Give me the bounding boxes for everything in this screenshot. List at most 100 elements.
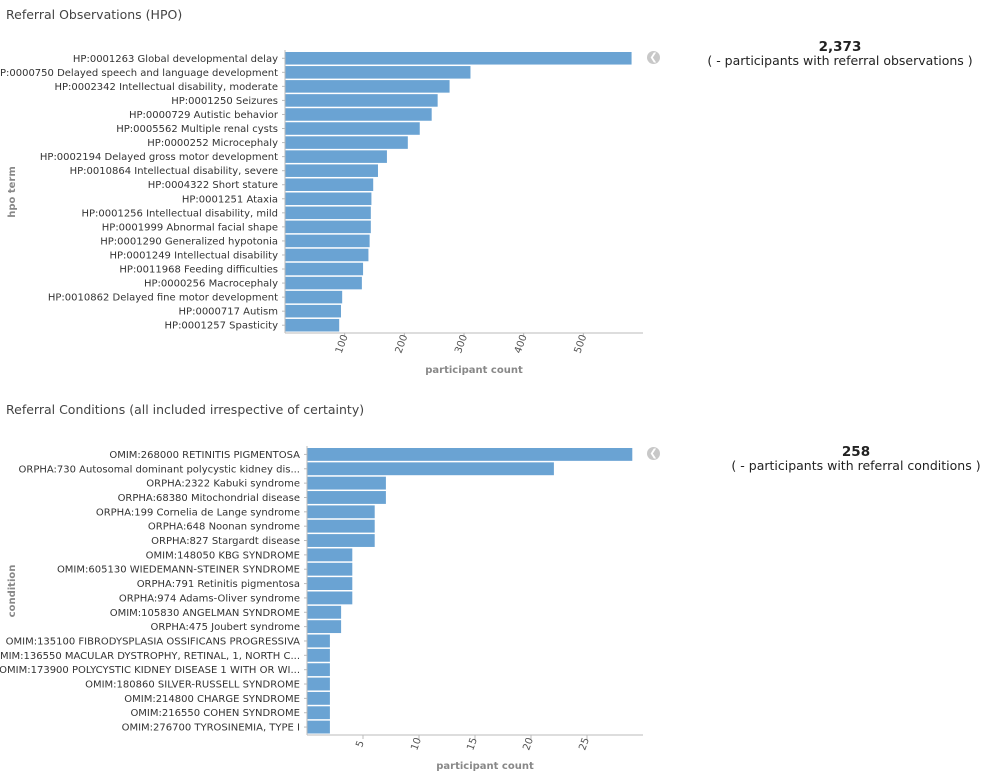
category-label: HP:0001249 Intellectual disability	[109, 250, 278, 261]
chevron-left-icon[interactable]: ❮	[647, 447, 660, 460]
bar	[285, 136, 408, 149]
bar	[307, 519, 375, 533]
x-axis-title: participant count	[425, 365, 523, 376]
bar	[307, 534, 375, 547]
category-label: HP:0002194 Delayed gross motor developme…	[40, 152, 278, 163]
bar	[285, 150, 387, 163]
category-label: OMIM:268000 RETINITIS PIGMENTOSA	[109, 450, 300, 461]
chevron-left-icon[interactable]: ❮	[647, 51, 660, 64]
x-tick-label: 5	[354, 739, 367, 749]
bar	[285, 122, 420, 135]
bar	[307, 577, 353, 590]
bar	[307, 634, 330, 648]
bar	[285, 304, 341, 318]
bar	[285, 94, 438, 107]
category-label: HP:0000256 Macrocephaly	[144, 279, 278, 290]
category-label: HP:0001263 Global developmental delay	[73, 54, 278, 65]
metric-value: 2,373	[818, 39, 862, 55]
category-label: HP:0010862 Delayed fine motor developmen…	[48, 293, 278, 304]
category-label: ORPHA:68380 Mitochondrial disease	[118, 493, 300, 504]
bar	[307, 476, 386, 490]
category-label: HP:0001999 Abnormal facial shape	[102, 222, 278, 233]
category-label: OMIM:105830 ANGELMAN SYNDROME	[110, 608, 300, 619]
metric-label: ( - participants with referral condition…	[731, 458, 981, 473]
metric-label: ( - participants with referral observati…	[707, 53, 973, 68]
x-tick-label: 20	[521, 736, 536, 752]
category-label: OMIM:148050 KBG SYNDROME	[146, 550, 300, 561]
category-label: ORPHA:648 Noonan syndrome	[148, 522, 300, 533]
bar	[307, 548, 353, 562]
metric-conditions: 258 ( - participants with referral condi…	[706, 444, 986, 473]
category-label: HP:0011968 Feeding difficulties	[119, 265, 278, 276]
bar	[307, 648, 330, 662]
bar	[285, 192, 372, 206]
x-axis-title: participant count	[436, 761, 534, 772]
category-label: OMIM:216550 COHEN SYNDROME	[130, 708, 300, 719]
bar	[285, 290, 343, 304]
bar	[285, 178, 374, 191]
chart-conditions: OMIM:268000 RETINITIS PIGMENTOSA ORPHA:73…	[0, 446, 643, 772]
bar	[307, 605, 342, 619]
category-label: ORPHA:199 Cornelia de Lange syndrome	[96, 507, 300, 518]
category-label: ORPHA:730 Autosomal dominant polycystic …	[19, 464, 300, 475]
bar	[307, 720, 330, 734]
category-label: HP:0001251 Ataxia	[182, 194, 278, 205]
x-tick-label: 25	[577, 736, 592, 752]
category-label: HP:0001250 Seizures	[171, 96, 278, 107]
category-label: ORPHA:475 Joubert syndrome	[150, 622, 300, 633]
category-label: HP:0001290 Generalized hypotonia	[100, 236, 278, 247]
category-label: HP:0002342 Intellectual disability, mode…	[54, 82, 278, 93]
category-label: HP:0010864 Intellectual disability, seve…	[70, 166, 278, 177]
category-label: HP:0000729 Autistic behavior	[129, 110, 279, 121]
category-label: HP:0001256 Intellectual disability, mild	[81, 208, 278, 219]
bar	[285, 262, 364, 276]
bar	[307, 448, 633, 461]
panel-title-conditions: Referral Conditions (all included irresp…	[6, 402, 365, 417]
x-tick-label: 10	[409, 736, 424, 752]
bar	[285, 318, 340, 332]
bar	[285, 52, 632, 65]
bar	[307, 691, 330, 705]
bar	[285, 276, 362, 290]
category-label: HP:0000717 Autism	[179, 307, 278, 318]
category-label: OMIM:180860 SILVER-RUSSELL SYNDROME	[85, 680, 300, 691]
bar	[285, 66, 471, 79]
y-axis-title: hpo term	[7, 166, 18, 218]
chart-observations: HP:0001263 Global developmental delay HP:…	[0, 50, 643, 376]
category-label: HP:0005562 Multiple renal cysts	[116, 124, 278, 135]
category-label: OMIM:605130 WIEDEMANN-STEINER SYNDROME	[57, 565, 300, 576]
category-label: ORPHA:2322 Kabuki syndrome	[146, 479, 300, 490]
category-label: ORPHA:827 Stargardt disease	[151, 536, 300, 547]
metric-value: 258	[841, 444, 871, 460]
bar	[307, 677, 330, 691]
category-label: ORPHA:791 Retinitis pigmentosa	[137, 579, 300, 590]
bar	[285, 164, 378, 177]
bar	[307, 505, 375, 519]
bar	[285, 248, 369, 262]
category-label: OMIM:173900 POLYCYSTIC KIDNEY DISEASE 1 …	[0, 665, 300, 676]
bar	[307, 706, 330, 720]
metric-observations: 2,373 ( - participants with referral obs…	[690, 39, 986, 68]
category-label: OMIM:214800 CHARGE SYNDROME	[124, 694, 300, 705]
y-axis-title: condition	[7, 565, 18, 618]
x-tick-label: 15	[465, 736, 480, 752]
bar	[307, 462, 554, 476]
category-label: HP:0001257 Spasticity	[165, 321, 279, 332]
bar	[285, 234, 370, 248]
category-label: OMIM:135100 FIBRODYSPLASIA OSSIFICANS PR…	[6, 636, 301, 647]
category-label: OMIM:276700 TYROSINEMIA, TYPE I	[122, 723, 300, 734]
category-label: ORPHA:974 Adams-Oliver syndrome	[119, 593, 300, 604]
bar	[307, 591, 353, 605]
bar	[285, 80, 450, 93]
category-label: OMIM:136550 MACULAR DYSTROPHY, RETINAL, …	[0, 651, 300, 662]
bar	[307, 620, 342, 634]
bar	[307, 663, 330, 677]
bar	[307, 562, 353, 576]
category-label: HP:0000750 Delayed speech and language d…	[0, 68, 278, 79]
bar	[285, 206, 371, 220]
category-label: HP:0000252 Microcephaly	[147, 138, 278, 149]
panel-title-observations: Referral Observations (HPO)	[6, 7, 183, 22]
bar	[285, 108, 432, 121]
bar	[307, 491, 386, 504]
category-label: HP:0004322 Short stature	[148, 180, 278, 191]
